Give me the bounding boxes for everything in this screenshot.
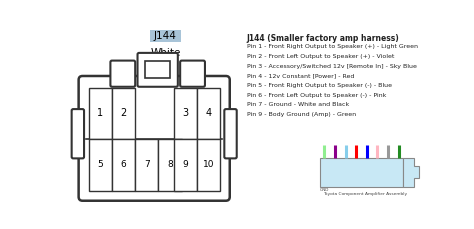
Bar [158, 139, 182, 191]
Text: GND: GND [319, 188, 329, 192]
Bar [112, 87, 135, 139]
Text: 10: 10 [203, 161, 215, 169]
Text: J144 (Smaller factory amp harness): J144 (Smaller factory amp harness) [247, 34, 400, 43]
FancyBboxPatch shape [224, 109, 237, 158]
Text: 8: 8 [167, 161, 173, 169]
Bar [89, 139, 112, 191]
Text: 2: 2 [120, 108, 127, 118]
Bar [145, 61, 170, 78]
Text: 1: 1 [97, 108, 103, 118]
Text: Toyota Component Amplifier Assembly: Toyota Component Amplifier Assembly [323, 192, 407, 196]
Text: 7: 7 [144, 161, 150, 169]
Text: 3: 3 [182, 108, 189, 118]
FancyBboxPatch shape [180, 61, 205, 87]
Bar [174, 87, 197, 139]
Text: Pin 7 - Ground - White and Black: Pin 7 - Ground - White and Black [247, 102, 349, 107]
Bar [197, 87, 220, 139]
Text: White: White [150, 47, 181, 57]
Text: 9: 9 [182, 161, 189, 169]
Bar [112, 139, 135, 191]
Text: J144: J144 [154, 31, 177, 41]
Bar [174, 139, 197, 191]
Bar [89, 87, 112, 139]
Text: Pin 6 - Front Left Output to Speaker (-) - Pink: Pin 6 - Front Left Output to Speaker (-)… [247, 93, 386, 98]
Bar [319, 158, 403, 187]
FancyBboxPatch shape [150, 30, 181, 42]
Text: Pin 9 - Body Ground (Amp) - Green: Pin 9 - Body Ground (Amp) - Green [247, 112, 356, 117]
Text: Pin 4 - 12v Constant [Power] - Red: Pin 4 - 12v Constant [Power] - Red [247, 73, 354, 78]
FancyBboxPatch shape [79, 76, 230, 201]
Text: 4: 4 [206, 108, 212, 118]
Bar [135, 139, 158, 191]
Polygon shape [403, 158, 419, 187]
Text: Pin 5 - Front Right Output to Speaker (-) - Blue: Pin 5 - Front Right Output to Speaker (-… [247, 83, 392, 88]
FancyBboxPatch shape [137, 53, 178, 87]
Text: Pin 1 - Front Right Output to Speaker (+) - Light Green: Pin 1 - Front Right Output to Speaker (+… [247, 44, 418, 49]
Bar [197, 139, 220, 191]
Text: 5: 5 [98, 161, 103, 169]
Text: 6: 6 [121, 161, 127, 169]
Text: Pin 3 - Accessory/Switched 12v [Remote In] - Sky Blue: Pin 3 - Accessory/Switched 12v [Remote I… [247, 64, 417, 69]
FancyBboxPatch shape [110, 61, 135, 87]
FancyBboxPatch shape [72, 109, 84, 158]
Text: Pin 2 - Front Left Output to Speaker (+) - Violet: Pin 2 - Front Left Output to Speaker (+)… [247, 54, 394, 59]
